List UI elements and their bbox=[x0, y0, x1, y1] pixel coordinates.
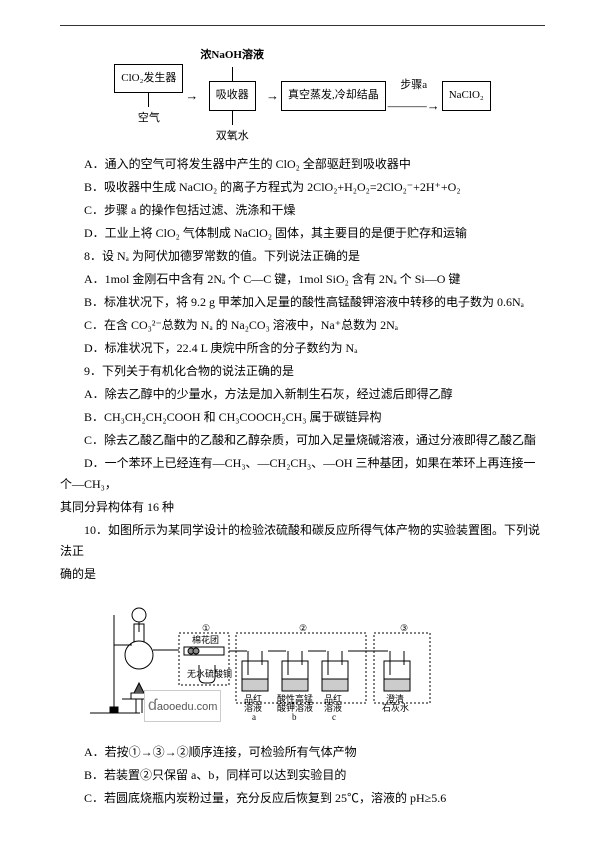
opt-10c: C．若圆底烧瓶内炭粉过量，充分反应后恢复到 25℃，溶液的 pH≥5.6 bbox=[60, 788, 545, 809]
svg-text:棉花团: 棉花团 bbox=[192, 634, 219, 645]
opt-8a: A．1mol 金刚石中含有 2Nₐ 个 C—C 键，1mol SiO₂ 含有 2… bbox=[60, 269, 545, 290]
box-product: NaClO₂ bbox=[442, 81, 491, 110]
question-8: 8．设 Nₐ 为阿伏加德罗常数的值。下列说法正确的是 bbox=[60, 246, 545, 267]
question-9: 9．下列关于有机化合物的说法正确的是 bbox=[60, 361, 545, 382]
svg-text:a: a bbox=[252, 712, 256, 722]
opt-7a: A．通入的空气可将发生器中产生的 ClO₂ 全部驱赶到吸收器中 bbox=[60, 154, 545, 175]
label-air: 空气 bbox=[138, 109, 160, 128]
opt-8d: D．标准状况下，22.4 L 庚烷中所含的分子数约为 Nₐ bbox=[60, 338, 545, 359]
apparatus-diagram: 棉花团 无水硫酸铜 ① ② ③ 品红 溶液 a 酸性高锰 酸钾溶液 b 品红 溶… bbox=[84, 595, 545, 732]
flowchart: ClO₂发生器 空气 → 浓NaOH溶液 吸收器 双氧水 → 真空蒸发,冷却结晶… bbox=[60, 46, 545, 146]
opt-9c: C．除去乙酸乙酯中的乙酸和乙醇杂质，可加入足量烧碱溶液，通过分液即得乙酸乙酯 bbox=[60, 430, 545, 451]
box-generator: ClO₂发生器 bbox=[114, 64, 183, 93]
label-h2o2: 双氧水 bbox=[216, 127, 249, 146]
label-naoh: 浓NaOH溶液 bbox=[200, 46, 264, 65]
svg-text:②: ② bbox=[299, 623, 307, 633]
svg-text:①: ① bbox=[202, 623, 210, 633]
svg-text:③: ③ bbox=[400, 623, 408, 633]
box-absorber: 吸收器 bbox=[209, 81, 256, 110]
arrow-icon: → bbox=[264, 85, 281, 108]
label-step-a: 步骤a bbox=[400, 76, 427, 95]
opt-7d: D．工业上将 ClO₂ 气体制成 NaClO₂ 固体，其主要目的是便于贮存和运输 bbox=[60, 223, 545, 244]
arrow-icon: → bbox=[183, 85, 200, 108]
page-rule bbox=[60, 25, 545, 26]
opt-9a: A．除去乙醇中的少量水，方法是加入新制生石灰，经过滤后即得乙醇 bbox=[60, 384, 545, 405]
opt-8b: B．标准状况下，将 9.2 g 甲苯加入足量的酸性高锰酸钾溶液中转移的电子数为 … bbox=[60, 292, 545, 313]
svg-text:b: b bbox=[292, 712, 297, 722]
opt-10b: B．若装置②只保留 a、b，同样可以达到实验目的 bbox=[60, 765, 545, 786]
svg-text:石灰水: 石灰水 bbox=[382, 702, 409, 713]
watermark: ɗaooedu.com bbox=[144, 690, 221, 722]
opt-9b: B．CH₃CH₂CH₂COOH 和 CH₃COOCH₂CH₃ 属于碳链异构 bbox=[60, 407, 545, 428]
svg-text:无水硫酸铜: 无水硫酸铜 bbox=[187, 668, 232, 679]
opt-10a: A．若按①→③→②顺序连接，可检验所有气体产物 bbox=[60, 742, 545, 763]
svg-text:c: c bbox=[332, 712, 336, 722]
arrow-icon: ———→ bbox=[386, 95, 442, 118]
opt-7b: B．吸收器中生成 NaClO₂ 的离子方程式为 2ClO₂+H₂O₂=2ClO₂… bbox=[60, 177, 545, 198]
opt-8c: C．在含 CO₃²⁻总数为 Nₐ 的 Na₂CO₃ 溶液中，Na⁺总数为 2Nₐ bbox=[60, 315, 545, 336]
question-10-cont: 确的是 bbox=[60, 564, 545, 585]
question-10: 10．如图所示为某同学设计的检验浓硫酸和碳反应所得气体产物的实验装置图。下列说法… bbox=[60, 520, 545, 562]
opt-9d-cont: 其同分异构体有 16 种 bbox=[60, 497, 545, 518]
box-evaporate: 真空蒸发,冷却结晶 bbox=[281, 81, 386, 110]
opt-9d: D．一个苯环上已经连有—CH₃、—CH₂CH₃、—OH 三种基团，如果在苯环上再… bbox=[60, 453, 545, 495]
opt-7c: C．步骤 a 的操作包括过滤、洗涤和干燥 bbox=[60, 200, 545, 221]
